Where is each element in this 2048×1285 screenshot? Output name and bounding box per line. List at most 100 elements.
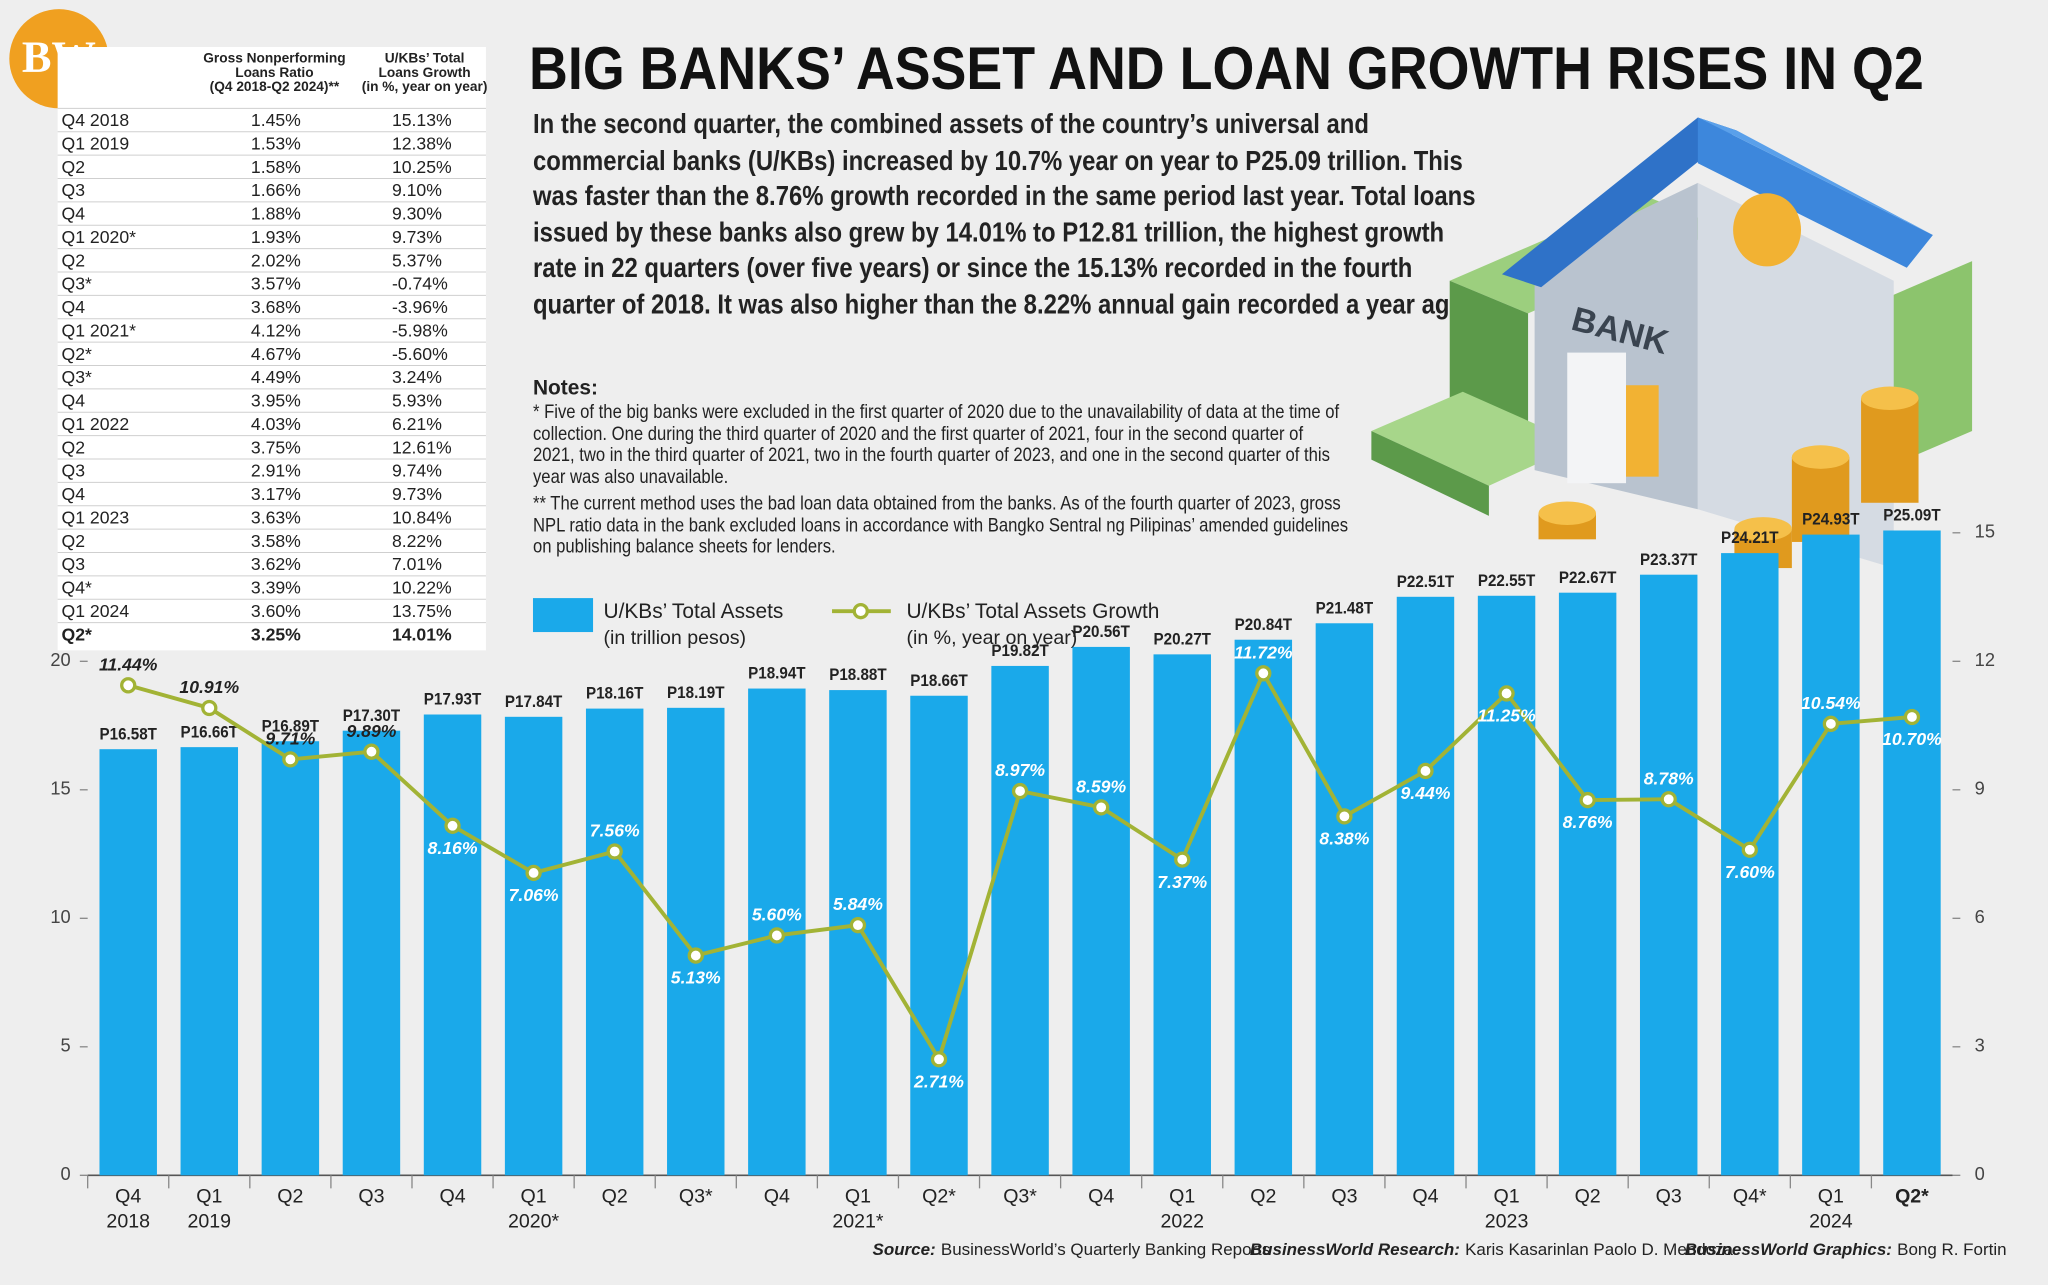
legend-note: (in %, year on year)	[906, 627, 1077, 649]
credit-text: Bong R. Fortin	[1897, 1241, 2006, 1260]
bar	[585, 708, 644, 1176]
bar	[504, 716, 563, 1176]
bar	[1153, 654, 1211, 1176]
growth-value-label: 10.91%	[179, 677, 239, 697]
x-tick-label: Q3	[1656, 1186, 1682, 1208]
growth-marker	[930, 1051, 948, 1068]
x-tick-label: Q1	[845, 1186, 871, 1208]
table-cell: 3.25%	[251, 624, 301, 644]
bar-value-label: P16.89T	[262, 716, 320, 735]
bar	[1558, 592, 1617, 1176]
legend-note: (in trillion pesos)	[604, 627, 747, 649]
table-cell: Q2	[62, 531, 86, 551]
chart: 0 5 10 15 20 0 3 6 9 12 15 P16.58T P16.66T P16.89T P17…	[50, 506, 1995, 1233]
growth-marker	[525, 864, 542, 882]
table-cell: Q1 2023	[62, 507, 130, 527]
table-cell: -5.60%	[392, 344, 448, 364]
table-cell: 12.38%	[392, 133, 452, 153]
x-tick-label: Q1	[1169, 1186, 1195, 1208]
x-group-label: 2021*	[832, 1210, 884, 1232]
x-tick-label: Q2*	[1895, 1186, 1929, 1208]
bar-value-label: P18.19T	[667, 683, 725, 702]
growth-value-label: 7.06%	[509, 885, 559, 905]
x-tick-label: Q1	[521, 1186, 547, 1208]
bar	[1477, 595, 1536, 1176]
x-group-label: 2019	[188, 1210, 232, 1232]
table-cell: 10.22%	[392, 578, 452, 598]
table-cell: Q4 2018	[62, 110, 130, 130]
credit-label: BusinessWorld Graphics:	[1685, 1241, 1892, 1260]
x-tick-label: Q4	[764, 1186, 790, 1208]
growth-marker	[1741, 841, 1758, 858]
y2-tick-label: 3	[1975, 1035, 1985, 1056]
y2-tick-label: 15	[1975, 521, 1995, 542]
table-cell: 10.84%	[392, 507, 452, 527]
credit-text: Karis Kasarinlan Paolo D. Mendoza	[1465, 1241, 1733, 1260]
growth-value-label: 11.25%	[1477, 706, 1536, 726]
x-tick-label: Q2*	[922, 1186, 956, 1208]
bar	[1396, 596, 1455, 1176]
bar-value-label: P20.27T	[1154, 629, 1212, 648]
table-cell: 7.01%	[392, 554, 442, 574]
table-cell: 4.12%	[251, 320, 301, 340]
growth-value-label: 9.89%	[346, 721, 396, 741]
growth-value-label: 9.71%	[265, 728, 315, 748]
growth-value-label: 8.76%	[1563, 812, 1613, 832]
x-group-label: 2024	[1809, 1210, 1853, 1232]
table-cell: 3.95%	[251, 391, 301, 411]
bar-value-label: P18.88T	[829, 665, 887, 684]
growth-value-label: 8.78%	[1644, 768, 1694, 788]
growth-marker	[1903, 708, 1921, 726]
table-cell: 9.30%	[392, 204, 442, 224]
table-cell: 5.37%	[392, 250, 442, 270]
table-cell: Q3*	[62, 367, 92, 387]
growth-marker	[120, 677, 137, 694]
bar	[342, 730, 401, 1176]
table-cell: 3.62%	[251, 554, 301, 574]
x-tick-label: Q2	[602, 1186, 628, 1208]
growth-value-label: 5.13%	[671, 968, 721, 988]
growth-marker	[282, 751, 299, 768]
table-cell: 5.93%	[392, 391, 442, 411]
table-cell: 1.93%	[251, 227, 301, 247]
table-header: Gross Nonperforming	[203, 50, 345, 65]
growth-marker	[1822, 715, 1840, 733]
growth-marker	[1660, 791, 1677, 808]
table-cell: 3.75%	[251, 437, 301, 457]
x-tick-label: Q4	[115, 1186, 141, 1208]
table-cell: 14.01%	[392, 624, 452, 644]
growth-marker	[1092, 799, 1110, 816]
table-cell: 3.24%	[392, 367, 442, 387]
table-cell: -5.98%	[392, 320, 448, 340]
table-cell: 2.02%	[251, 250, 301, 270]
table-cell: -0.74%	[392, 274, 448, 294]
bar	[99, 749, 157, 1176]
x-tick-label: Q2	[1575, 1186, 1601, 1208]
growth-marker	[201, 699, 218, 717]
credit: Source: BusinessWorld’s Quarterly Banking…	[873, 1241, 1271, 1260]
bar	[1639, 574, 1698, 1176]
x-tick-label: Q4*	[1733, 1186, 1767, 1208]
table-cell: 1.88%	[251, 204, 301, 224]
growth-marker	[1174, 851, 1191, 868]
table-cell: Q4	[62, 204, 86, 224]
table-cell: 2.91%	[251, 461, 301, 481]
table-cell: Q4*	[62, 578, 92, 598]
growth-marker	[363, 743, 380, 760]
y2-tick-label: 6	[1975, 906, 1985, 927]
growth-marker	[768, 927, 786, 944]
bar-value-label: P18.16T	[586, 684, 644, 703]
bar	[1883, 530, 1941, 1176]
bar-value-label: P18.94T	[748, 664, 806, 683]
bar-value-label: P20.56T	[1072, 622, 1130, 641]
growth-value-label: 7.56%	[590, 821, 640, 841]
growth-value-label: 10.54%	[1801, 693, 1861, 713]
bar-value-label: P24.21T	[1721, 528, 1779, 547]
bar	[991, 665, 1049, 1176]
table-cell: 1.45%	[251, 110, 301, 130]
table-cell: 9.74%	[392, 461, 442, 481]
table-header: (Q4 2018-Q2 2024)**	[210, 79, 340, 94]
growth-marker	[1336, 808, 1353, 825]
note: ** The current method uses the bad loan …	[532, 492, 1349, 558]
